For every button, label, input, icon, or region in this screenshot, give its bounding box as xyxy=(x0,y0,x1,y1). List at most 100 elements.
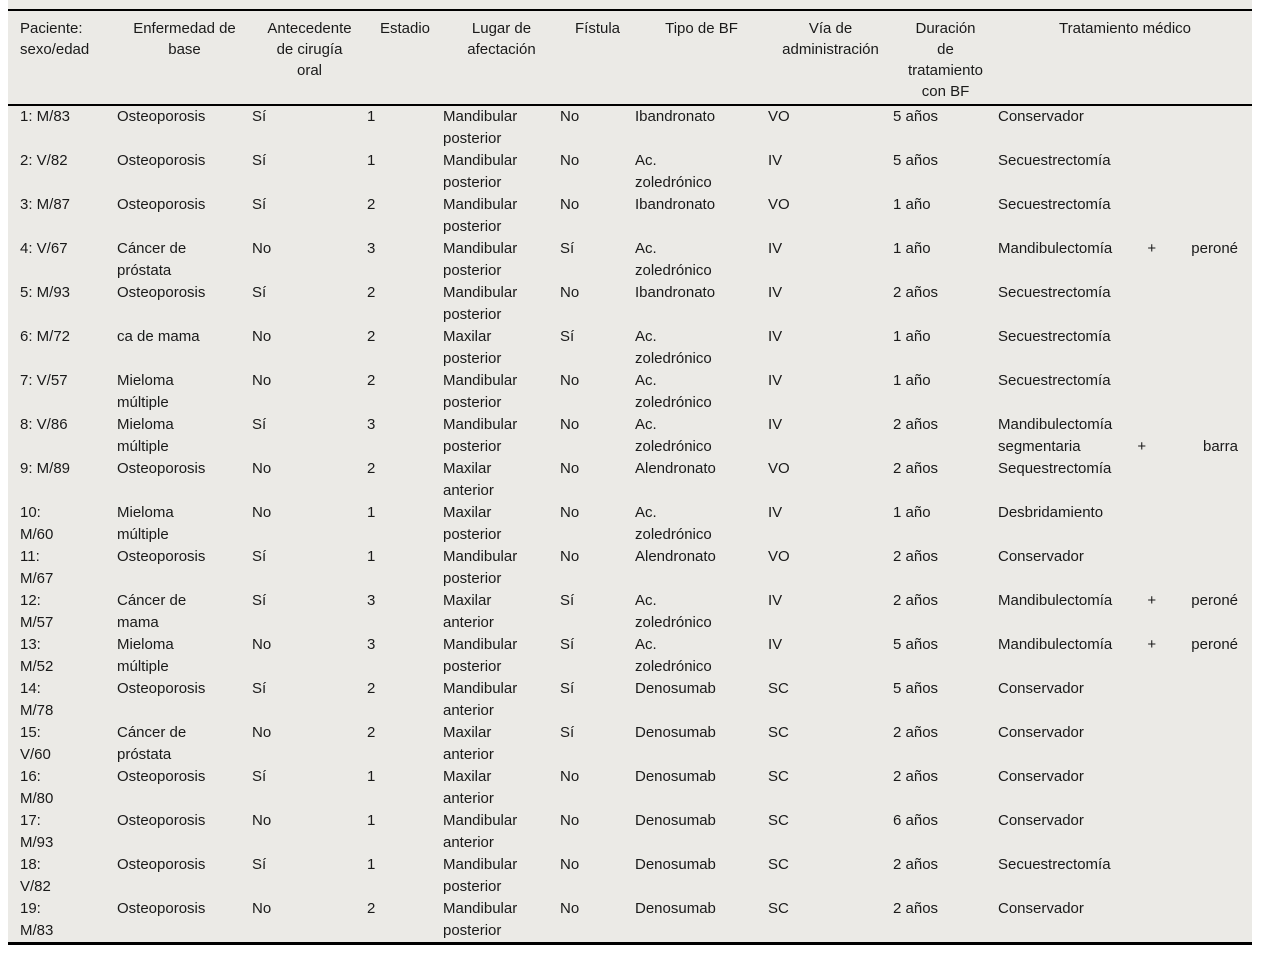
col-header-duracion-tratamiento: Duración de tratamiento con BF xyxy=(893,10,998,106)
table-cell: No xyxy=(252,328,272,345)
table-cell: Mandibulectomía + peroné xyxy=(998,592,1238,609)
table-row: 19: M/83 Osteoporosis No 2 Mandibular poster… xyxy=(8,898,1252,942)
table-cell: 2 xyxy=(367,900,376,917)
table-row: 9: M/89 Osteoporosis No 2 Maxilar anterior No… xyxy=(8,458,1252,502)
table-cell: 9: M/89 xyxy=(20,460,71,477)
table-row: 18: V/82 Osteoporosis Sí 1 Mandibular poster… xyxy=(8,854,1252,898)
table-cell: 12: M/57 xyxy=(20,592,54,631)
table-cell: 6 años xyxy=(893,812,939,829)
header-row: Paciente: sexo/edad Enfermedad de base A… xyxy=(8,10,1252,106)
patients-table-region: Paciente: sexo/edad Enfermedad de base A… xyxy=(8,0,1252,945)
table-cell: Cáncer de mama xyxy=(117,592,187,631)
table-cell: Osteoporosis xyxy=(117,284,206,301)
table-cell: SC xyxy=(768,900,789,917)
table-cell: Conservador xyxy=(998,812,1084,829)
table-row: 11: M/67 Osteoporosis Sí 1 Mandibular poster… xyxy=(8,546,1252,590)
table-cell: Osteoporosis xyxy=(117,680,206,697)
table-row: 1: M/83 Osteoporosis Sí 1 Mandibular posteri… xyxy=(8,105,1252,150)
table-cell: Denosumab xyxy=(635,812,716,829)
table-cell: 2: V/82 xyxy=(20,152,68,169)
table-cell: No xyxy=(560,416,580,433)
table-cell: No xyxy=(560,196,580,213)
table-cell: Mandibulectomía + peroné xyxy=(998,636,1238,653)
table-cell: 3 xyxy=(367,636,376,653)
table-cell: Alendronato xyxy=(635,548,716,565)
table-cell: 5 años xyxy=(893,636,939,653)
table-cell: No xyxy=(560,460,580,477)
table-cell: 1 xyxy=(367,504,376,521)
table-cell: 15: V/60 xyxy=(20,724,51,763)
table-cell: Mieloma múltiple xyxy=(117,636,174,675)
table-cell: VO xyxy=(768,548,790,565)
table-row: 10: M/60 Mieloma múltiple No 1 Maxilar poste… xyxy=(8,502,1252,546)
table-cell: No xyxy=(252,240,272,257)
table-cell: SC xyxy=(768,856,789,873)
table-cell: Maxilar anterior xyxy=(443,724,494,763)
table-cell: Secuestrectomía xyxy=(998,284,1111,301)
table-cell: SC xyxy=(768,768,789,785)
table-row: 16: M/80 Osteoporosis Sí 1 Maxilar anterior N… xyxy=(8,766,1252,810)
table-cell: Ac. zoledrónico xyxy=(635,504,712,543)
table-cell: Sí xyxy=(252,416,267,433)
table-cell: Mandibular anterior xyxy=(443,680,518,719)
table-cell: Conservador xyxy=(998,724,1084,741)
col-header-lugar-afectacion: Lugar de afectación xyxy=(443,10,560,106)
table-cell: 2 xyxy=(367,196,376,213)
table-cell: SC xyxy=(768,812,789,829)
table-cell: Mieloma múltiple xyxy=(117,372,174,411)
table-cell: 10: M/60 xyxy=(20,504,54,543)
table-cell: 2 años xyxy=(893,768,939,785)
table-cell: 16: M/80 xyxy=(20,768,54,807)
table-cell: 19: M/83 xyxy=(20,900,54,939)
table-cell: 8: V/86 xyxy=(20,416,68,433)
table-cell: Secuestrectomía xyxy=(998,152,1111,169)
table-cell: 5: M/93 xyxy=(20,284,71,301)
table-cell: Maxilar posterior xyxy=(443,504,502,543)
table-cell: SC xyxy=(768,724,789,741)
table-cell: IV xyxy=(768,240,783,257)
table-cell: Alendronato xyxy=(635,460,716,477)
table-cell: 2 xyxy=(367,724,376,741)
table-cell: Conservador xyxy=(998,548,1084,565)
table-row: 12: M/57 Cáncer de mama Sí 3 Maxilar anterio… xyxy=(8,590,1252,634)
table-cell: Sí xyxy=(252,592,267,609)
table-cell: Ibandronato xyxy=(635,108,716,125)
table-cell: Ac. zoledrónico xyxy=(635,416,712,455)
col-header-tipo-bf: Tipo de BF xyxy=(635,10,768,106)
table-cell: Osteoporosis xyxy=(117,460,206,477)
table-row: 3: M/87 Osteoporosis Sí 2 Mandibular posteri… xyxy=(8,194,1252,238)
table-cell: Sí xyxy=(252,152,267,169)
table-cell: No xyxy=(252,504,272,521)
table-cell: Ac. zoledrónico xyxy=(635,592,712,631)
table-cell: 2 xyxy=(367,680,376,697)
table-cell: No xyxy=(252,372,272,389)
table-cell: 2 años xyxy=(893,856,939,873)
table-cell: Sí xyxy=(560,724,575,741)
table-cell: ca de mama xyxy=(117,328,200,345)
table-cell: Mandibular posterior xyxy=(443,196,518,235)
table-cell: Mieloma múltiple xyxy=(117,504,174,543)
table-cell: 5 años xyxy=(893,680,939,697)
table-cell: Maxilar anterior xyxy=(443,768,494,807)
table-cell: No xyxy=(560,108,580,125)
table-cell: Mandibular posterior xyxy=(443,416,518,455)
table-cell: Denosumab xyxy=(635,680,716,697)
table-cell: Denosumab xyxy=(635,856,716,873)
table-cell: Sí xyxy=(252,108,267,125)
table-cell: Conservador xyxy=(998,680,1084,697)
col-header-enfermedad-base: Enfermedad de base xyxy=(117,10,252,106)
table-cell: 1 año xyxy=(893,196,931,213)
table-cell: VO xyxy=(768,460,790,477)
table-cell: Conservador xyxy=(998,768,1084,785)
table-cell: 3 xyxy=(367,416,376,433)
table-cell: Mandibular posterior xyxy=(443,284,518,323)
table-cell: Secuestrectomía xyxy=(998,856,1111,873)
col-header-fistula: Fístula xyxy=(560,10,635,106)
table-cell: 2 xyxy=(367,284,376,301)
col-header-antecedente-cirugia: Antecedente de cirugía oral xyxy=(252,10,367,106)
table-cell: 2 xyxy=(367,372,376,389)
table-cell: 3 xyxy=(367,240,376,257)
table-cell: Mandibular posterior xyxy=(443,636,518,675)
table-cell: Sí xyxy=(252,284,267,301)
table-cell: 1 xyxy=(367,812,376,829)
